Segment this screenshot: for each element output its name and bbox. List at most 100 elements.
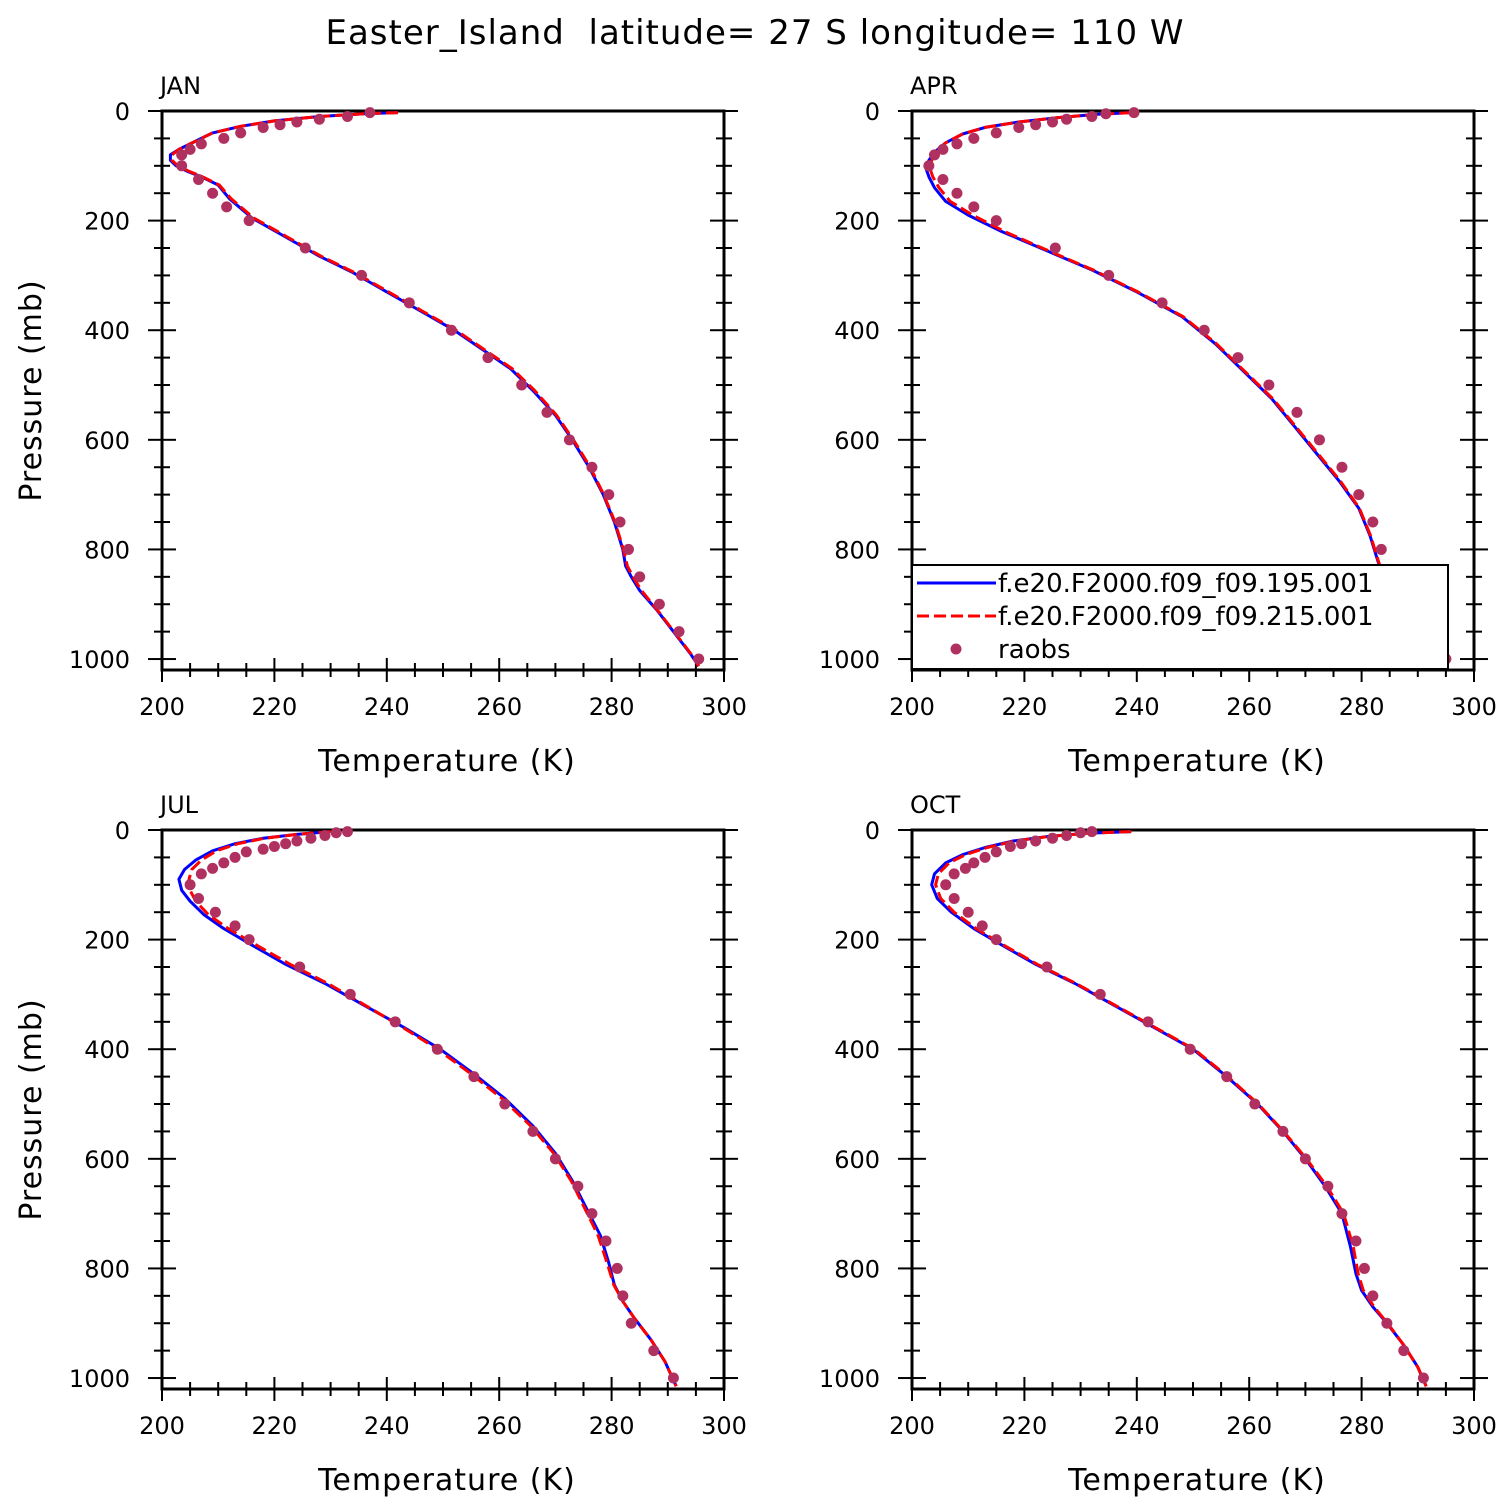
- raobs-point: [445, 324, 457, 336]
- series-line-215: [170, 111, 700, 667]
- raobs-point: [976, 920, 988, 932]
- chart-panel-oct: OCT 200 220 240 260 280 300 0 200 400 600 800 1000 Te…: [819, 791, 1497, 1498]
- raobs-point: [962, 906, 974, 918]
- raobs-point: [184, 143, 196, 155]
- series-line-215: [934, 830, 1428, 1387]
- raobs-point: [291, 835, 303, 847]
- raobs-point: [1030, 835, 1042, 847]
- raobs-point: [611, 1262, 623, 1274]
- raobs-point: [294, 961, 306, 973]
- y-tick-label: 400: [834, 1036, 880, 1064]
- y-tick-label: 200: [834, 927, 880, 955]
- raobs-point: [1291, 406, 1303, 418]
- raobs-point: [468, 1071, 480, 1083]
- raobs-point: [673, 626, 685, 638]
- x-tick-label: 280: [1339, 1412, 1385, 1440]
- raobs-point: [653, 598, 665, 610]
- panel-title: JUL: [158, 791, 199, 819]
- raobs-point: [948, 893, 960, 905]
- x-tick-label: 240: [1114, 1412, 1160, 1440]
- raobs-point: [603, 489, 615, 501]
- raobs-point: [403, 297, 415, 309]
- raobs-point: [221, 201, 233, 213]
- y-tick-label: 800: [834, 1255, 880, 1283]
- raobs-point: [1061, 113, 1073, 125]
- raobs-point: [990, 127, 1002, 139]
- x-tick-label: 300: [1451, 1412, 1497, 1440]
- chart-panel-jan: JAN 200 220 240 260 280 300 0 200 400 600 800 1000 Te…: [14, 72, 747, 779]
- raobs-point: [990, 934, 1002, 946]
- raobs-point: [1016, 838, 1028, 850]
- plot-frame: [160, 828, 726, 1391]
- raobs-point: [344, 988, 356, 1000]
- x-axis-label: Temperature (K): [1067, 744, 1326, 779]
- raobs-point: [389, 1016, 401, 1028]
- raobs-point: [648, 1345, 660, 1357]
- raobs-point: [563, 434, 575, 446]
- raobs-point: [693, 653, 705, 665]
- raobs-point: [218, 132, 230, 144]
- y-tick-label: 600: [84, 427, 130, 455]
- y-tick-label: 1000: [819, 1365, 880, 1393]
- y-tick-label: 800: [84, 536, 130, 564]
- y-tick-label: 600: [834, 1146, 880, 1174]
- series-group: [930, 826, 1429, 1387]
- y-tick-label: 0: [865, 817, 880, 845]
- raobs-point: [364, 107, 376, 119]
- raobs-point: [207, 862, 219, 874]
- y-tick-label: 200: [84, 927, 130, 955]
- raobs-point: [541, 406, 553, 418]
- y-tick-label: 400: [84, 317, 130, 345]
- raobs-point: [600, 1235, 612, 1247]
- raobs-point: [184, 879, 196, 891]
- raobs-point: [1013, 121, 1025, 133]
- x-tick-label: 300: [701, 1412, 747, 1440]
- raobs-point: [940, 879, 952, 891]
- raobs-point: [291, 116, 303, 128]
- raobs-point: [341, 826, 353, 838]
- chart-panel-jul: JUL 200 220 240 260 280 300 0 200 400 600 800 1000 Te…: [14, 791, 747, 1498]
- raobs-point: [1353, 489, 1365, 501]
- raobs-point: [229, 851, 241, 863]
- panel-title: OCT: [910, 791, 961, 819]
- raobs-point: [1041, 961, 1053, 973]
- raobs-point: [1047, 116, 1058, 128]
- raobs-point: [299, 242, 311, 254]
- raobs-point: [1094, 988, 1106, 1000]
- y-tick-label: 600: [84, 1146, 130, 1174]
- raobs-point: [948, 868, 960, 880]
- series-line-195: [930, 830, 1428, 1387]
- raobs-point: [1263, 379, 1275, 391]
- raobs-point: [176, 149, 188, 161]
- raobs-point: [959, 862, 971, 874]
- y-tick-label: 400: [834, 317, 880, 345]
- y-tick-label: 0: [115, 98, 130, 126]
- y-tick-label: 200: [834, 208, 880, 236]
- series-line-195: [168, 111, 700, 668]
- x-tick-label: 220: [1001, 1412, 1047, 1440]
- raobs-point: [527, 1125, 539, 1137]
- x-tick-label: 260: [476, 693, 522, 721]
- raobs-point: [1075, 827, 1087, 839]
- raobs-point: [586, 461, 598, 473]
- raobs-point: [951, 187, 963, 199]
- raobs-point: [280, 838, 292, 850]
- raobs-point: [257, 121, 269, 133]
- raobs-point: [968, 857, 980, 869]
- raobs-point: [634, 571, 646, 583]
- raobs-point: [1358, 1262, 1370, 1274]
- raobs-point: [176, 160, 188, 172]
- raobs-point: [499, 1098, 511, 1110]
- raobs-point: [1350, 1235, 1362, 1247]
- chart-panel-apr: APR 200 220 240 260 280 300 0 200 400 600 800 1000 Te…: [819, 72, 1497, 779]
- raobs-point: [667, 1372, 679, 1384]
- raobs-point: [1375, 543, 1387, 555]
- plot-frame: [160, 109, 726, 672]
- legend-label: f.e20.F2000.f09_f09.215.001: [998, 602, 1374, 632]
- y-tick-label: 1000: [819, 646, 880, 674]
- raobs-point: [549, 1153, 561, 1165]
- raobs-point: [1184, 1043, 1196, 1055]
- raobs-point: [274, 119, 286, 131]
- raobs-point: [979, 851, 991, 863]
